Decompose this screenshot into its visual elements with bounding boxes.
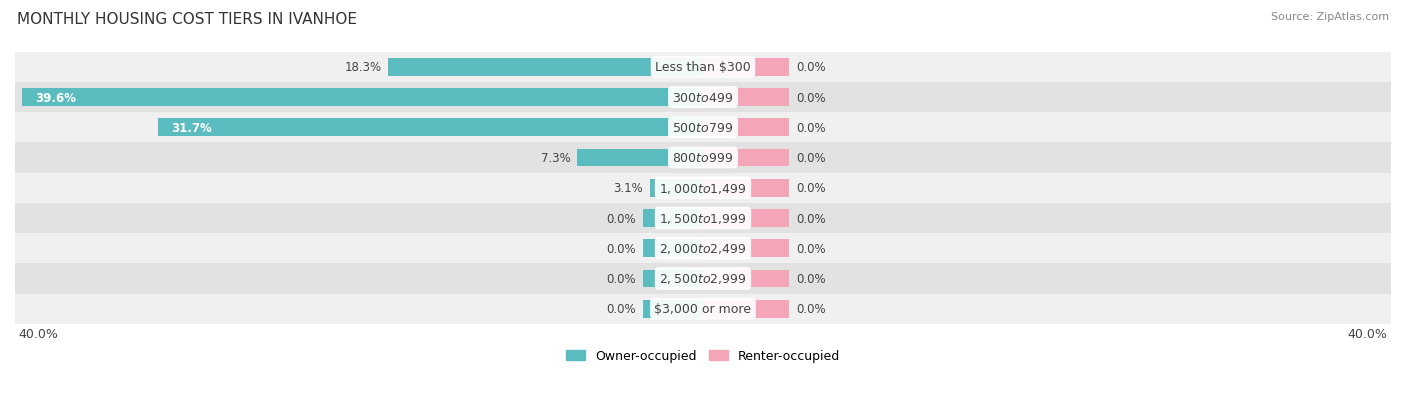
Text: 31.7%: 31.7%: [172, 121, 212, 135]
Bar: [703, 89, 789, 107]
Bar: [643, 210, 703, 227]
Bar: [22, 89, 703, 107]
Text: 0.0%: 0.0%: [796, 182, 825, 195]
Legend: Owner-occupied, Renter-occupied: Owner-occupied, Renter-occupied: [561, 344, 845, 367]
Bar: [15, 113, 1391, 143]
Text: 0.0%: 0.0%: [796, 212, 825, 225]
Bar: [703, 300, 789, 318]
Bar: [15, 234, 1391, 264]
Bar: [15, 203, 1391, 234]
Text: 7.3%: 7.3%: [541, 152, 571, 165]
Text: 40.0%: 40.0%: [1348, 328, 1388, 341]
Text: 0.0%: 0.0%: [796, 91, 825, 104]
Bar: [703, 150, 789, 167]
Text: $300 to $499: $300 to $499: [672, 91, 734, 104]
Text: $3,000 or more: $3,000 or more: [655, 302, 751, 316]
Bar: [703, 210, 789, 227]
Bar: [703, 240, 789, 257]
Bar: [15, 52, 1391, 83]
Text: 3.1%: 3.1%: [613, 182, 643, 195]
Text: 0.0%: 0.0%: [796, 302, 825, 316]
Bar: [643, 240, 703, 257]
Text: $2,500 to $2,999: $2,500 to $2,999: [659, 272, 747, 286]
Bar: [578, 150, 703, 167]
Text: MONTHLY HOUSING COST TIERS IN IVANHOE: MONTHLY HOUSING COST TIERS IN IVANHOE: [17, 12, 357, 27]
Bar: [703, 180, 789, 197]
Text: Source: ZipAtlas.com: Source: ZipAtlas.com: [1271, 12, 1389, 22]
Bar: [15, 294, 1391, 324]
Text: 0.0%: 0.0%: [796, 272, 825, 285]
Bar: [15, 173, 1391, 203]
Bar: [703, 270, 789, 287]
Text: 39.6%: 39.6%: [35, 91, 77, 104]
Bar: [15, 83, 1391, 113]
Bar: [15, 143, 1391, 173]
Bar: [650, 180, 703, 197]
Text: 0.0%: 0.0%: [606, 242, 636, 255]
Text: $800 to $999: $800 to $999: [672, 152, 734, 165]
Text: 0.0%: 0.0%: [796, 242, 825, 255]
Bar: [703, 119, 789, 137]
Text: $1,000 to $1,499: $1,000 to $1,499: [659, 181, 747, 195]
Text: $1,500 to $1,999: $1,500 to $1,999: [659, 211, 747, 225]
Bar: [388, 59, 703, 76]
Text: Less than $300: Less than $300: [655, 61, 751, 74]
Bar: [703, 59, 789, 76]
Text: 0.0%: 0.0%: [606, 212, 636, 225]
Text: 0.0%: 0.0%: [796, 121, 825, 135]
Text: $500 to $799: $500 to $799: [672, 121, 734, 135]
Text: 0.0%: 0.0%: [796, 61, 825, 74]
Text: 18.3%: 18.3%: [344, 61, 381, 74]
Bar: [643, 300, 703, 318]
Text: 0.0%: 0.0%: [606, 272, 636, 285]
Bar: [15, 264, 1391, 294]
Text: $2,000 to $2,499: $2,000 to $2,499: [659, 242, 747, 256]
Text: 0.0%: 0.0%: [796, 152, 825, 165]
Text: 0.0%: 0.0%: [606, 302, 636, 316]
Bar: [643, 270, 703, 287]
Text: 40.0%: 40.0%: [18, 328, 58, 341]
Bar: [157, 119, 703, 137]
